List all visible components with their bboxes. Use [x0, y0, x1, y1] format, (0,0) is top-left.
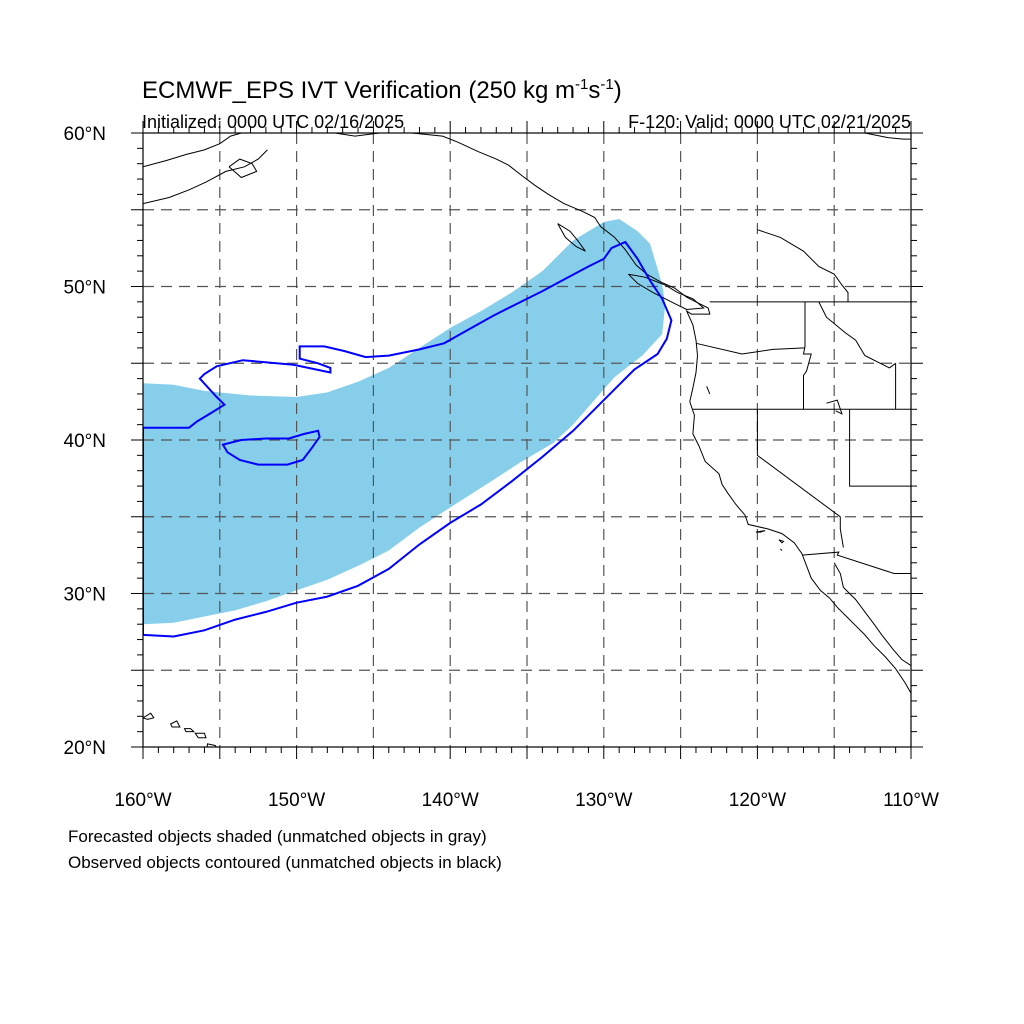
state-border [802, 301, 812, 410]
island [169, 720, 181, 728]
axis-ticks [131, 121, 923, 759]
coastline [228, 158, 258, 179]
lon-label: 110°W [883, 790, 939, 811]
lat-label: 30°N [64, 585, 106, 606]
coastline [143, 149, 268, 205]
island [194, 732, 207, 739]
caption-forecast: Forecasted objects shaded (unmatched obj… [68, 827, 487, 846]
map-plot-area [143, 133, 911, 747]
coastline [757, 229, 849, 302]
state-border [818, 301, 896, 369]
island [143, 712, 155, 720]
graticule [143, 133, 911, 747]
lon-label: 120°W [729, 790, 786, 811]
coastline [826, 399, 843, 415]
lon-label: 160°W [114, 790, 171, 811]
island [778, 539, 785, 544]
lon-label: 140°W [422, 790, 479, 811]
forecast-object-shaded [143, 219, 666, 625]
state-border [801, 551, 911, 574]
valid-time-label: F-120: Valid: 0000 UTC 02/21/2025 [628, 112, 911, 132]
observed-object-contour-inner [221, 429, 321, 466]
island [183, 728, 195, 733]
coastline [334, 133, 911, 694]
figure-title: ECMWF_EPS IVT Verification (250 kg m-1s-… [142, 76, 622, 104]
island [780, 548, 783, 551]
caption-observed: Observed objects contoured (unmatched ob… [68, 853, 502, 872]
coastline [557, 223, 586, 252]
latitude-labels: 60°N 50°N 40°N 30°N 20°N [64, 124, 106, 759]
island [755, 530, 766, 533]
lat-label: 60°N [64, 124, 106, 145]
coastline [864, 133, 911, 140]
coastline [833, 562, 911, 667]
coastlines [143, 133, 911, 747]
coastline [143, 133, 242, 168]
state-border [849, 409, 911, 487]
lat-label: 20°N [64, 738, 106, 759]
longitude-labels: 160°W 150°W 140°W 130°W 120°W 110°W [114, 790, 939, 811]
observed-object-contour [143, 240, 673, 638]
coastline [706, 386, 711, 395]
lat-label: 50°N [64, 278, 106, 299]
state-border [695, 342, 806, 355]
lon-label: 130°W [575, 790, 632, 811]
political-borders [692, 301, 911, 574]
island [206, 743, 218, 747]
state-border [756, 409, 844, 548]
coastline [628, 273, 705, 311]
lon-label: 150°W [268, 790, 325, 811]
init-time-label: Initialized: 0000 UTC 02/16/2025 [142, 112, 404, 132]
lat-label: 40°N [64, 431, 106, 452]
